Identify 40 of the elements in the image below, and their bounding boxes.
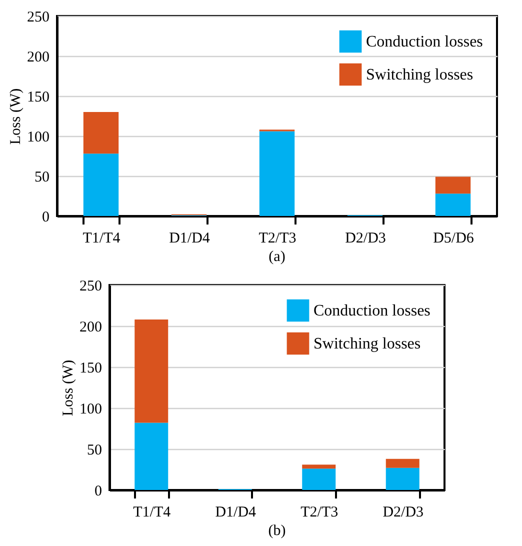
y-tick-label: 50: [34, 170, 50, 186]
legend-label: Switching losses: [366, 66, 474, 84]
y-tick-label: 150: [27, 90, 50, 106]
bar: [435, 194, 471, 216]
y-tick-label: 100: [80, 402, 102, 418]
y-tick-label: 200: [80, 320, 102, 336]
y-tick-label: 150: [80, 360, 102, 376]
bar: [386, 458, 420, 468]
y-axis-title: Loss (W): [60, 360, 76, 416]
y-tick-label: 250: [80, 278, 102, 294]
y-tick-label: 250: [27, 10, 50, 26]
text: (a): [268, 249, 286, 265]
bar: [134, 422, 168, 490]
legend-label: Switching losses: [314, 336, 421, 352]
bar: [386, 468, 420, 490]
x-tick-label: T2/T3: [300, 504, 338, 520]
x-tick-label: D2/D3: [382, 504, 424, 520]
bar: [302, 464, 336, 469]
y-tick-label: 0: [94, 484, 102, 500]
bar: [435, 176, 471, 194]
x-tick-label: D5/D6: [433, 230, 474, 246]
x-tick-label: D1/D4: [169, 230, 210, 246]
bar: [302, 468, 336, 490]
x-tick-label: T2/T3: [258, 230, 296, 246]
legend-label: Conduction losses: [366, 34, 483, 50]
bar: [259, 131, 295, 216]
x-tick-label: D2/D3: [345, 230, 386, 246]
text: (b): [268, 523, 286, 539]
x-tick-label: T1/T4: [133, 504, 172, 520]
y-tick-label: 0: [42, 210, 50, 226]
bar: [134, 319, 168, 423]
bar: [83, 112, 119, 154]
x-tick-label: T1/T4: [82, 230, 121, 246]
y-tick-label: 100: [27, 130, 50, 146]
y-tick-label: 50: [87, 442, 102, 458]
y-axis-title: Loss (W): [8, 88, 24, 145]
bar: [83, 154, 119, 216]
legend-label: Conduction losses: [314, 302, 430, 320]
x-tick-label: D1/D4: [215, 504, 257, 520]
y-tick-label: 200: [27, 50, 50, 66]
